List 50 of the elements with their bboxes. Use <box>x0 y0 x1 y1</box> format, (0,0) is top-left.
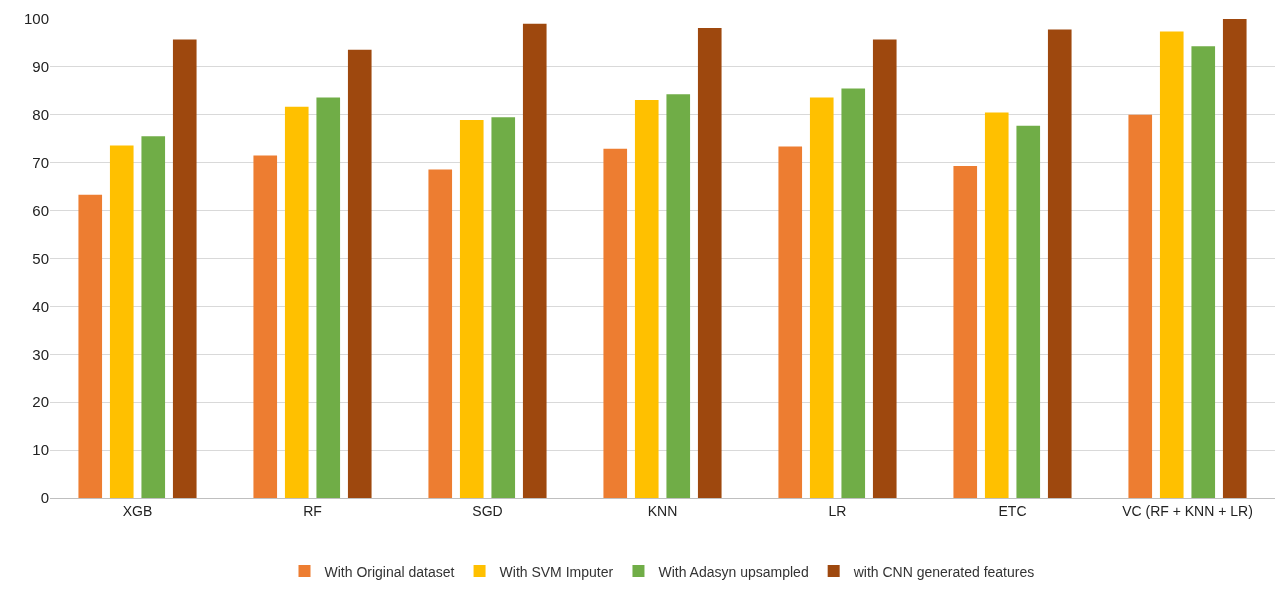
bar <box>984 112 1009 498</box>
y-tick-label: 0 <box>40 489 49 507</box>
bar <box>459 120 484 498</box>
y-tick-label: 80 <box>32 106 49 124</box>
bar <box>428 169 453 498</box>
bar <box>141 136 166 498</box>
bar <box>809 97 834 498</box>
bar <box>1016 125 1041 498</box>
bar <box>872 39 897 498</box>
x-tick-label: ETC <box>998 502 1027 519</box>
bar <box>666 94 691 498</box>
legend-label: with CNN generated features <box>852 563 1035 580</box>
x-tick-label: LR <box>828 502 847 519</box>
y-tick-label: 30 <box>32 345 49 363</box>
y-tick-label: 20 <box>32 393 49 411</box>
bar <box>78 194 103 498</box>
bar <box>109 145 134 498</box>
bar <box>1128 114 1153 498</box>
bar <box>778 146 803 498</box>
y-tick-label: 100 <box>23 10 49 28</box>
legend-label: With Adasyn upsampled <box>658 563 809 580</box>
bar <box>1159 31 1184 498</box>
x-tick-label: KNN <box>647 502 678 519</box>
bar <box>1047 29 1072 498</box>
bar <box>284 106 309 498</box>
bar <box>634 99 659 498</box>
x-tick-label: VC (RF + KNN + LR) <box>1122 502 1253 519</box>
y-tick-label: 10 <box>32 441 49 459</box>
bar <box>491 117 516 498</box>
x-tick-label: XGB <box>122 502 153 519</box>
y-tick-label: 90 <box>32 58 49 76</box>
bar <box>253 155 278 498</box>
x-tick-label: SGD <box>472 502 503 519</box>
bar <box>1222 19 1247 498</box>
bar <box>522 23 547 498</box>
y-tick-label: 70 <box>32 153 49 171</box>
y-tick-label: 60 <box>32 201 49 219</box>
y-tick-label: 40 <box>32 297 49 315</box>
bar <box>347 49 372 498</box>
x-tick-label: RF <box>303 502 322 519</box>
bar <box>1191 46 1216 498</box>
bar <box>603 148 628 498</box>
bar <box>316 97 341 498</box>
y-tick-label: 50 <box>32 249 49 267</box>
bar <box>953 166 978 498</box>
bar <box>697 28 722 498</box>
legend-label: With SVM Imputer <box>499 563 614 580</box>
bar <box>841 88 866 498</box>
legend-label: With Original dataset <box>324 563 455 580</box>
bar <box>172 39 197 498</box>
